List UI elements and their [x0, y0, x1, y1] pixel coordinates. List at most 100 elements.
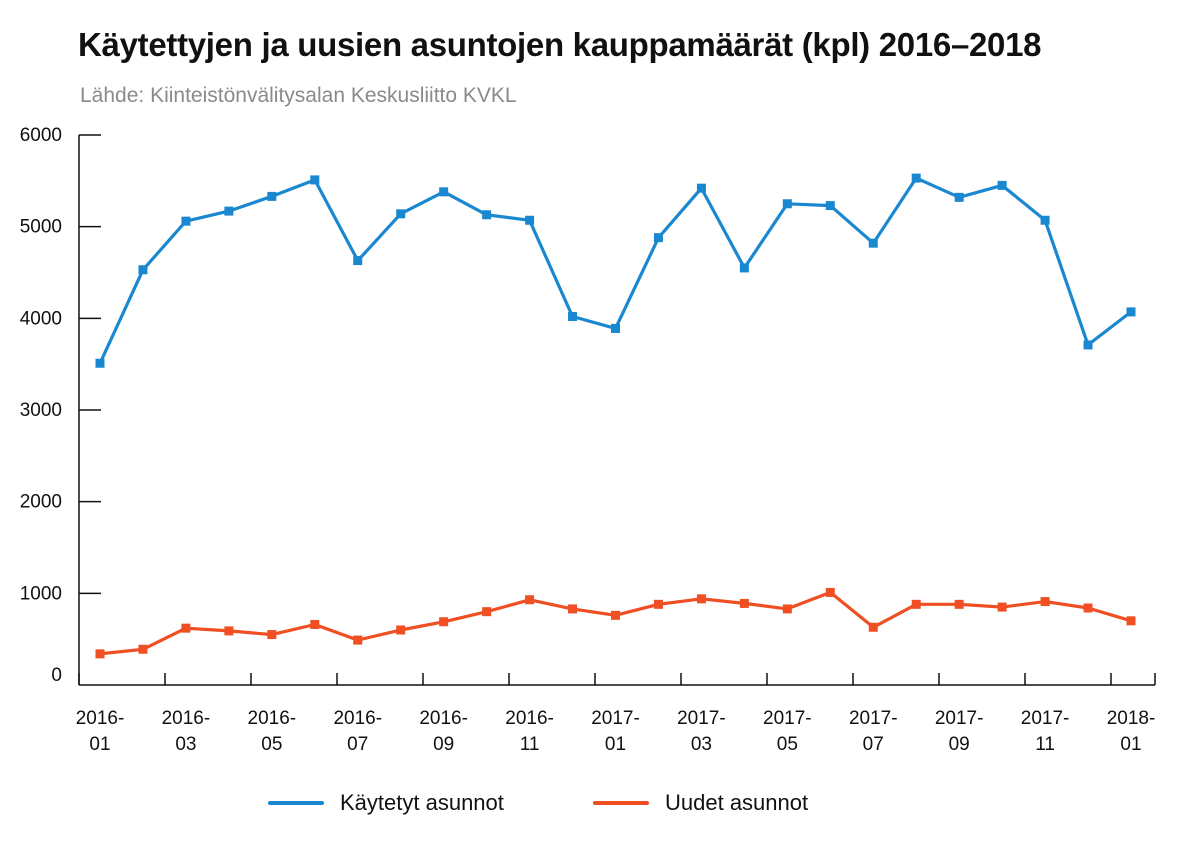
x-tick-label-top: 2017- [677, 708, 726, 729]
data-point [224, 626, 234, 636]
chart-subtitle: Lähde: Kiinteistönvälitysalan Keskusliit… [80, 84, 517, 107]
data-point [911, 173, 921, 183]
y-axis: 0 1000 2000 3000 4000 5000 6000 [20, 125, 101, 686]
x-tick-label-bottom: 03 [175, 734, 196, 755]
data-point [138, 644, 148, 654]
x-tick-label-bottom: 11 [520, 734, 540, 755]
series-line [99, 590, 1132, 656]
data-point [739, 598, 749, 608]
data-point [954, 599, 964, 609]
legend-label-used: Käytetyt asunnot [340, 790, 504, 815]
data-point [825, 201, 835, 211]
y-tick-label: 3000 [20, 400, 62, 421]
data-point [782, 604, 792, 614]
x-tick-label-top: 2018- [1107, 708, 1156, 729]
data-point [396, 209, 406, 219]
data-point [267, 191, 277, 201]
y-tick-label: 1000 [20, 583, 62, 604]
x-tick-label-bottom: 03 [691, 734, 712, 755]
legend-label-new: Uudet asunnot [665, 790, 809, 815]
data-point [482, 210, 492, 220]
y-tick-label: 6000 [20, 125, 62, 146]
series-new [95, 587, 1136, 659]
y-tick-label: 0 [51, 665, 62, 686]
data-point [653, 599, 663, 609]
x-tick-label-bottom: 01 [605, 734, 626, 755]
x-tick-label-top: 2016- [162, 708, 211, 729]
x-tick-label-bottom: 05 [777, 734, 798, 755]
data-point [611, 323, 620, 333]
data-point [696, 183, 706, 193]
legend-swatch-used [268, 801, 324, 805]
data-point [911, 599, 921, 609]
x-tick-label-top: 2017- [763, 708, 812, 729]
data-point [138, 265, 148, 275]
legend: Käytetyt asunnot Uudet asunnot [0, 790, 1198, 826]
data-point [782, 199, 792, 209]
legend-swatch-new [593, 801, 649, 805]
x-tick-label-top: 2016- [505, 708, 554, 729]
data-point [997, 180, 1007, 190]
data-point [482, 607, 492, 617]
x-tick-label-top: 2016- [248, 708, 297, 729]
x-tick-label-bottom: 07 [863, 734, 884, 755]
data-point [1083, 340, 1093, 350]
x-tick-label-bottom: 01 [89, 734, 110, 755]
data-point [997, 602, 1007, 612]
chart-title: Käytettyjen ja uusien asuntojen kauppamä… [78, 26, 1042, 63]
series-layer [95, 173, 1136, 659]
x-tick-label-top: 2016- [333, 708, 382, 729]
x-tick-label-bottom: 05 [261, 734, 282, 755]
y-tick-label: 5000 [20, 217, 62, 238]
x-tick-label-bottom: 07 [347, 734, 368, 755]
data-point [181, 216, 191, 226]
data-point [1126, 307, 1136, 317]
x-tick-label-top: 2017- [1021, 708, 1070, 729]
data-point [825, 587, 835, 597]
data-point [1040, 597, 1050, 607]
x-axis: 2016- 01 2016- 03 2016- 05 2016- 07 2016- 09 2016-… [76, 673, 1156, 755]
data-point [439, 187, 449, 197]
data-point [868, 238, 878, 248]
data-point [696, 594, 706, 604]
data-point [739, 263, 749, 273]
x-tick-label-top: 2017- [935, 708, 984, 729]
data-point [1126, 616, 1136, 626]
data-point [525, 215, 535, 225]
x-tick-label-top: 2017- [591, 708, 640, 729]
legend-item-used: Käytetyt asunnot [268, 790, 504, 816]
x-tick-label-top: 2016- [76, 708, 125, 729]
x-tick-label-bottom: 09 [949, 734, 970, 755]
data-point [954, 192, 964, 202]
data-point [568, 312, 578, 321]
data-point [396, 625, 406, 635]
data-point [267, 630, 277, 640]
data-point [611, 610, 620, 620]
x-tick-label-bottom: 11 [1035, 734, 1055, 755]
x-tick-label-top: 2016- [419, 708, 468, 729]
x-tick-label-bottom: 09 [433, 734, 454, 755]
series-used [95, 173, 1136, 368]
y-tick-label: 4000 [20, 308, 62, 329]
data-point [1083, 603, 1093, 613]
data-point [310, 175, 320, 185]
data-point [868, 622, 878, 632]
x-tick-label-top: 2017- [849, 708, 898, 729]
data-point [95, 649, 105, 659]
data-point [439, 617, 449, 627]
data-point [353, 635, 363, 645]
y-tick-label: 2000 [20, 492, 62, 513]
data-point [353, 256, 363, 266]
data-point [310, 620, 320, 629]
x-tick-label-bottom: 01 [1120, 734, 1141, 755]
data-point [181, 623, 191, 633]
data-point [568, 604, 578, 614]
data-point [525, 595, 535, 605]
data-point [95, 358, 105, 368]
data-point [1040, 215, 1050, 225]
data-point [224, 206, 234, 216]
data-point [653, 233, 663, 243]
series-line [98, 176, 1132, 364]
legend-item-new: Uudet asunnot [593, 790, 808, 816]
